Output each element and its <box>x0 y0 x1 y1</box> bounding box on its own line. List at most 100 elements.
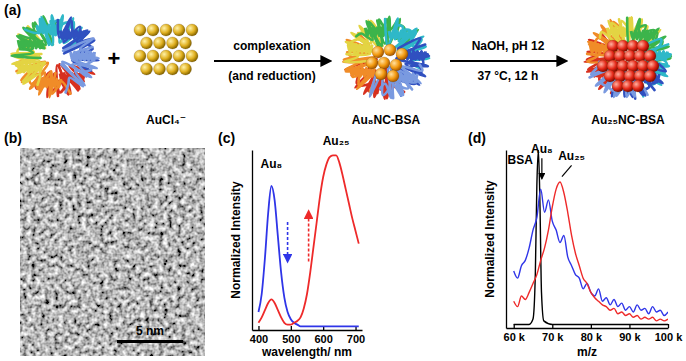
tick-label: 90 k <box>619 331 641 343</box>
atom <box>378 57 390 69</box>
protein <box>12 15 99 97</box>
helix <box>631 31 655 39</box>
tick-label: 500 <box>282 333 300 345</box>
atom <box>180 63 192 75</box>
atom <box>173 24 185 36</box>
atom <box>186 24 198 36</box>
atom <box>387 70 399 82</box>
annotation: Au₈ <box>261 157 283 171</box>
plot-area <box>514 150 668 324</box>
plot-area <box>258 155 358 326</box>
atom <box>173 50 185 62</box>
x-axis-line <box>507 328 669 329</box>
atom <box>147 50 159 62</box>
step-label: complexation <box>233 39 310 53</box>
helix <box>389 31 413 39</box>
helix <box>18 40 42 48</box>
x-axis-title: m/z <box>577 345 597 359</box>
atom <box>186 50 198 62</box>
panel-label: (d) <box>468 130 486 146</box>
scale-bar <box>117 340 183 343</box>
annotation-pointer <box>562 165 572 176</box>
tick-mark <box>291 326 292 330</box>
tick-label: 600 <box>314 333 332 345</box>
protein <box>585 17 671 98</box>
atom <box>375 68 387 80</box>
y-axis-title: Normalized Intensity <box>229 181 243 299</box>
series-line <box>514 189 668 315</box>
atom <box>154 63 166 75</box>
gold-atoms <box>134 24 198 75</box>
atom <box>644 70 656 82</box>
arrow <box>214 60 330 62</box>
panel-label: (a) <box>4 2 21 18</box>
y-axis <box>506 151 507 329</box>
x-axis: 60 k 70 k 80 k 90 k 100 k <box>504 324 684 343</box>
chart: (d) 60 k 70 k 80 k 90 k 100 k m/z Normalized In… <box>468 130 683 359</box>
series-line <box>258 155 358 324</box>
tick-label: 60 k <box>504 331 526 343</box>
helix <box>350 68 374 76</box>
x-axis-title: wavelength/ nm <box>261 345 352 359</box>
figure: (a)BSA+AuCl₄⁻complexation(and reduction)… <box>0 0 686 361</box>
x-tick: 600 <box>314 326 332 345</box>
item-label: AuCl₄⁻ <box>146 113 186 127</box>
tick-label: 100 k <box>655 331 683 343</box>
x-tick: 70 k <box>542 324 564 343</box>
step-label: NaOH, pH 12 <box>472 39 545 53</box>
helix <box>71 52 95 60</box>
atom <box>384 44 396 56</box>
tick-label: 80 k <box>581 331 603 343</box>
item-label: Au₂₅NC-BSA <box>591 113 665 127</box>
trend-arrow <box>308 211 310 261</box>
protein <box>343 17 429 99</box>
tem-image <box>20 148 205 356</box>
x-tick: 100 k <box>655 324 683 343</box>
series-line <box>514 150 668 324</box>
atom <box>160 50 172 62</box>
atom <box>180 37 192 49</box>
tick-mark <box>258 326 259 330</box>
series-line <box>514 182 668 321</box>
annotation: Au₂₅ <box>558 149 585 163</box>
tem-panel: (b) 5 nm <box>4 130 205 356</box>
helix <box>60 30 84 38</box>
annotation-pointer <box>541 158 542 178</box>
y-axis <box>252 151 253 331</box>
tick-mark <box>668 324 669 328</box>
panel-label: (b) <box>4 130 22 146</box>
y-axis-title: Normalized Intensity <box>483 180 497 298</box>
atom <box>154 37 166 49</box>
y-axis-line <box>506 151 507 329</box>
atom <box>134 24 146 36</box>
y-axis-line <box>252 151 253 331</box>
x-tick: 700 <box>347 326 365 345</box>
scale-bar-label: 5 nm <box>136 324 164 338</box>
chart: (c) 400 500 600 700wavelength/ nm Normalized … <box>218 130 365 359</box>
atom <box>390 59 402 71</box>
item-label: Au₈NC-BSA <box>352 113 421 127</box>
step-label: (and reduction) <box>228 69 315 83</box>
series-line <box>258 186 358 326</box>
step-label: 37 °C, 12 h <box>478 69 539 83</box>
x-axis: 400 500 600 700 <box>250 326 365 345</box>
trend-arrow <box>287 222 289 262</box>
atom <box>632 80 644 92</box>
helix <box>348 44 372 52</box>
atom <box>167 37 179 49</box>
tick-label: 400 <box>250 333 268 345</box>
atom <box>160 24 172 36</box>
plus: + <box>108 46 121 71</box>
helix <box>18 64 42 72</box>
panel-label: (c) <box>218 130 235 146</box>
annotation: Au₂₅ <box>323 134 350 148</box>
x-tick: 80 k <box>581 324 603 343</box>
atom <box>141 37 153 49</box>
atom <box>366 57 378 69</box>
gold-atoms <box>366 44 408 82</box>
atom <box>396 48 408 60</box>
atom <box>372 46 384 58</box>
schematic: (a)BSA+AuCl₄⁻complexation(and reduction)… <box>4 2 671 127</box>
atom <box>167 63 179 75</box>
x-axis-line <box>253 330 363 331</box>
